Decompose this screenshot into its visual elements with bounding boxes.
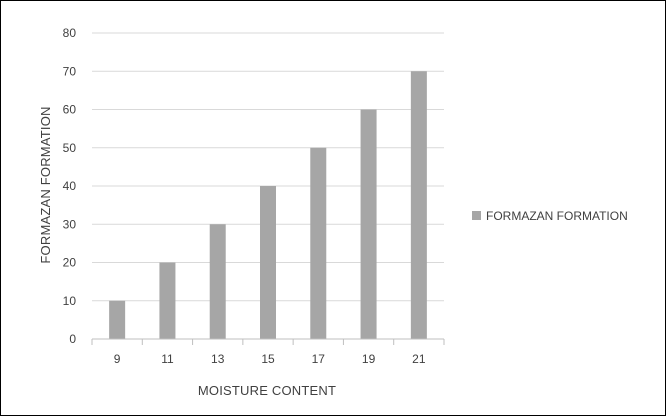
y-tick-label: 10 — [63, 294, 77, 308]
bar-11 — [159, 262, 176, 339]
y-tick-label: 20 — [63, 256, 77, 270]
y-tick-label: 50 — [63, 141, 77, 155]
x-tick-label: 11 — [161, 352, 174, 366]
y-axis-ticks: 0 10 20 30 40 50 60 70 80 — [63, 26, 77, 346]
bar-17 — [310, 147, 327, 339]
x-tick-label: 13 — [211, 352, 225, 366]
x-tick-label: 15 — [261, 352, 275, 366]
bar-9 — [109, 300, 126, 339]
y-tick-label: 80 — [63, 26, 77, 40]
x-axis-ticks: 9 11 13 15 17 19 21 — [114, 352, 426, 366]
x-tick-label: 17 — [312, 352, 326, 366]
x-axis-title: MOISTURE CONTENT — [198, 383, 336, 398]
bar-13 — [209, 224, 226, 339]
x-axis — [91, 338, 445, 345]
y-tick-label: 60 — [63, 103, 77, 117]
legend-swatch — [472, 211, 481, 220]
bars — [109, 71, 427, 339]
y-axis-title: FORMAZAN FORMATION — [38, 106, 53, 263]
legend: FORMAZAN FORMATION — [472, 209, 628, 223]
x-tick-label: 9 — [114, 352, 121, 366]
x-tick-label: 19 — [362, 352, 376, 366]
legend-label: FORMAZAN FORMATION — [486, 209, 628, 223]
bar-19 — [360, 109, 377, 339]
y-tick-label: 70 — [63, 64, 77, 78]
bar-21 — [410, 71, 427, 339]
y-tick-label: 30 — [63, 217, 77, 231]
y-tick-label: 0 — [69, 332, 76, 346]
y-tick-label: 40 — [63, 179, 77, 193]
x-tick-label: 21 — [412, 352, 426, 366]
bar-15 — [260, 186, 276, 339]
